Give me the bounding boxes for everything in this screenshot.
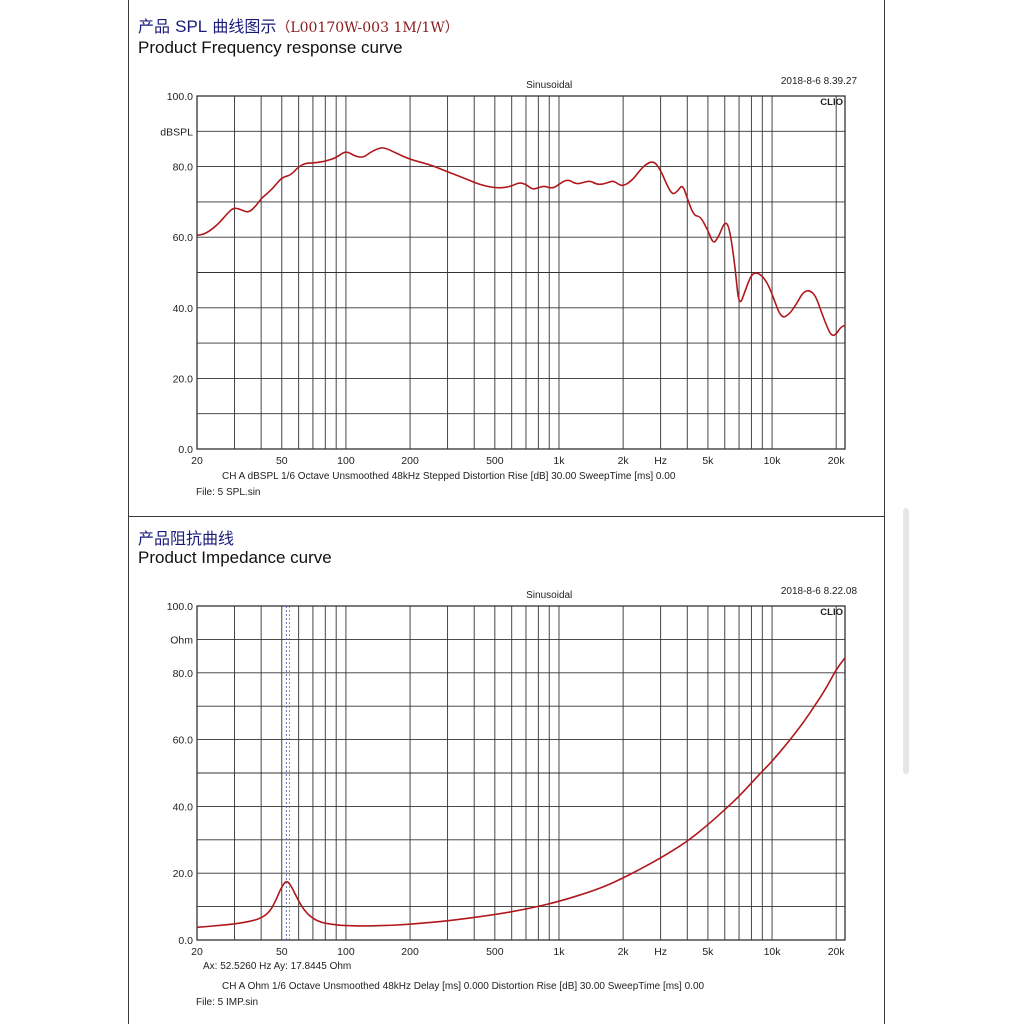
chart-footer-file: File: 5 SPL.sin	[196, 487, 260, 498]
page-frame	[128, 0, 885, 1024]
spl-title-cn-prefix: 产品	[138, 17, 171, 36]
chart-footer-file: File: 5 IMP.sin	[196, 997, 258, 1008]
x-tick-label: 50	[276, 946, 288, 958]
x-tick-label: 2k	[618, 946, 630, 958]
y-tick-label: 40.0	[173, 303, 194, 315]
y-tick-label: 100.0	[167, 91, 193, 103]
x-tick-label: 2k	[618, 455, 630, 467]
x-tick-label: 20k	[828, 946, 846, 958]
spl-english-title: Product Frequency response curve	[138, 38, 403, 57]
x-tick-label: 500	[486, 946, 504, 958]
y-tick-label: 60.0	[173, 232, 194, 244]
spl-title-cn-rest: 曲线图示	[207, 17, 277, 36]
x-tick-label: 20	[191, 946, 203, 958]
spl-chinese-title: 产品 SPL 曲线图示（L00170W-003 1M/1W）	[138, 13, 459, 37]
section-divider	[128, 516, 885, 517]
spl-title-cn-spl: SPL	[175, 17, 208, 36]
x-tick-label: 20	[191, 455, 203, 467]
chart-subtitle: Sinusoidal	[526, 590, 572, 601]
x-tick-label: 500	[486, 455, 504, 467]
chart-footer-settings: CH A dBSPL 1/6 Octave Unsmoothed 48kHz S…	[222, 471, 676, 482]
y-tick-label: 20.0	[173, 868, 194, 880]
data-series-line	[196, 147, 846, 337]
chart-1-group	[196, 605, 846, 941]
y-tick-label: 0.0	[178, 444, 193, 456]
y-tick-label: 20.0	[173, 373, 194, 385]
chart-footer-settings: CH A Ohm 1/6 Octave Unsmoothed 48kHz Del…	[222, 981, 705, 992]
x-tick-label: 200	[401, 946, 419, 958]
x-tick-label: 10k	[764, 455, 782, 467]
brand-logo: CLIO	[820, 607, 843, 618]
y-axis-label: Ohm	[170, 634, 193, 646]
x-tick-label: 5k	[702, 946, 714, 958]
x-tick-label: 5k	[702, 455, 714, 467]
chart-0-group	[196, 95, 846, 450]
chart-subtitle: Sinusoidal	[526, 80, 572, 91]
y-tick-label: 100.0	[167, 601, 193, 613]
impedance-chinese-title: 产品阻抗曲线	[138, 529, 235, 548]
x-tick-label: Hz	[654, 455, 667, 467]
x-tick-label: 20k	[828, 455, 846, 467]
x-tick-label: 1k	[553, 946, 565, 958]
x-tick-label: 1k	[553, 455, 565, 467]
x-tick-label: Hz	[654, 946, 667, 958]
x-tick-label: 50	[276, 455, 288, 467]
chart-timestamp: 2018-8-6 8.39.27	[781, 76, 858, 87]
y-tick-label: 60.0	[173, 735, 194, 747]
data-series-line	[196, 657, 846, 929]
y-tick-label: 80.0	[173, 668, 194, 680]
impedance-english-title: Product Impedance curve	[138, 548, 332, 567]
y-axis-label: dBSPL	[160, 126, 193, 138]
x-tick-label: 100	[337, 455, 355, 467]
brand-logo: CLIO	[820, 97, 843, 108]
spl-title-model: （L00170W-003 1M/1W）	[276, 20, 459, 36]
x-tick-label: 100	[337, 946, 355, 958]
x-tick-label: 10k	[764, 946, 782, 958]
chart-timestamp: 2018-8-6 8.22.08	[781, 586, 858, 597]
cursor-readout: Ax: 52.5260 Hz Ay: 17.8445 Ohm	[203, 961, 351, 972]
y-tick-label: 40.0	[173, 801, 194, 813]
y-tick-label: 0.0	[178, 935, 193, 947]
y-tick-label: 80.0	[173, 162, 194, 174]
x-tick-label: 200	[401, 455, 419, 467]
scrollbar-thumb[interactable]	[903, 508, 909, 774]
